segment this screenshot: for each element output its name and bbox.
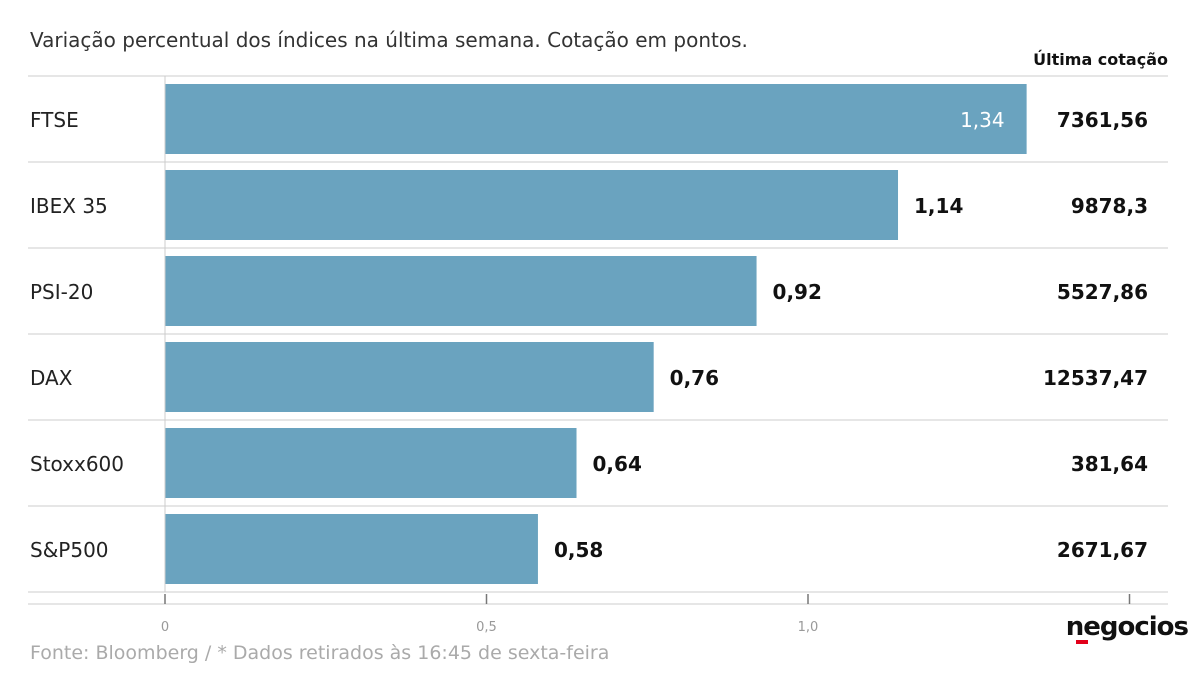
x-tick-label: 1,0: [798, 620, 819, 635]
x-tick-label: 0,5: [476, 620, 497, 635]
bar-value-label: 0,58: [554, 538, 603, 562]
negocios-logo: negocios: [1065, 612, 1189, 642]
last-quote-value: 2671,67: [1057, 538, 1148, 562]
bar-value-label: 0,76: [670, 366, 719, 390]
category-label: PSI-20: [30, 280, 93, 304]
bar: [165, 342, 654, 412]
last-quote-value: 5527,86: [1057, 280, 1148, 304]
source-note: Fonte: Bloomberg / * Dados retirados às …: [30, 642, 610, 664]
category-label: IBEX 35: [30, 194, 108, 218]
category-label: DAX: [30, 366, 73, 390]
logo-accent-mark: [1076, 640, 1088, 644]
bar-value-label: 0,92: [773, 280, 822, 304]
last-quote-value: 7361,56: [1057, 108, 1148, 132]
last-quote-value: 9878,3: [1071, 194, 1148, 218]
category-label: FTSE: [30, 108, 79, 132]
bar: [165, 170, 899, 240]
bar: [165, 514, 538, 584]
last-quote-value: 381,64: [1071, 452, 1148, 476]
last-quote-header: Última cotação: [1033, 50, 1168, 69]
bar: [165, 84, 1027, 154]
bar: [165, 428, 577, 498]
category-label: S&P500: [30, 538, 109, 562]
bar-value-label: 1,34: [960, 108, 1005, 132]
bar: [165, 256, 757, 326]
bar-value-label: 1,14: [914, 194, 963, 218]
bar-value-label: 0,64: [593, 452, 642, 476]
last-quote-value: 12537,47: [1043, 366, 1148, 390]
x-tick-label: 0: [161, 620, 169, 635]
category-label: Stoxx600: [30, 452, 124, 476]
chart-subtitle: Variação percentual dos índices na últim…: [30, 28, 748, 52]
